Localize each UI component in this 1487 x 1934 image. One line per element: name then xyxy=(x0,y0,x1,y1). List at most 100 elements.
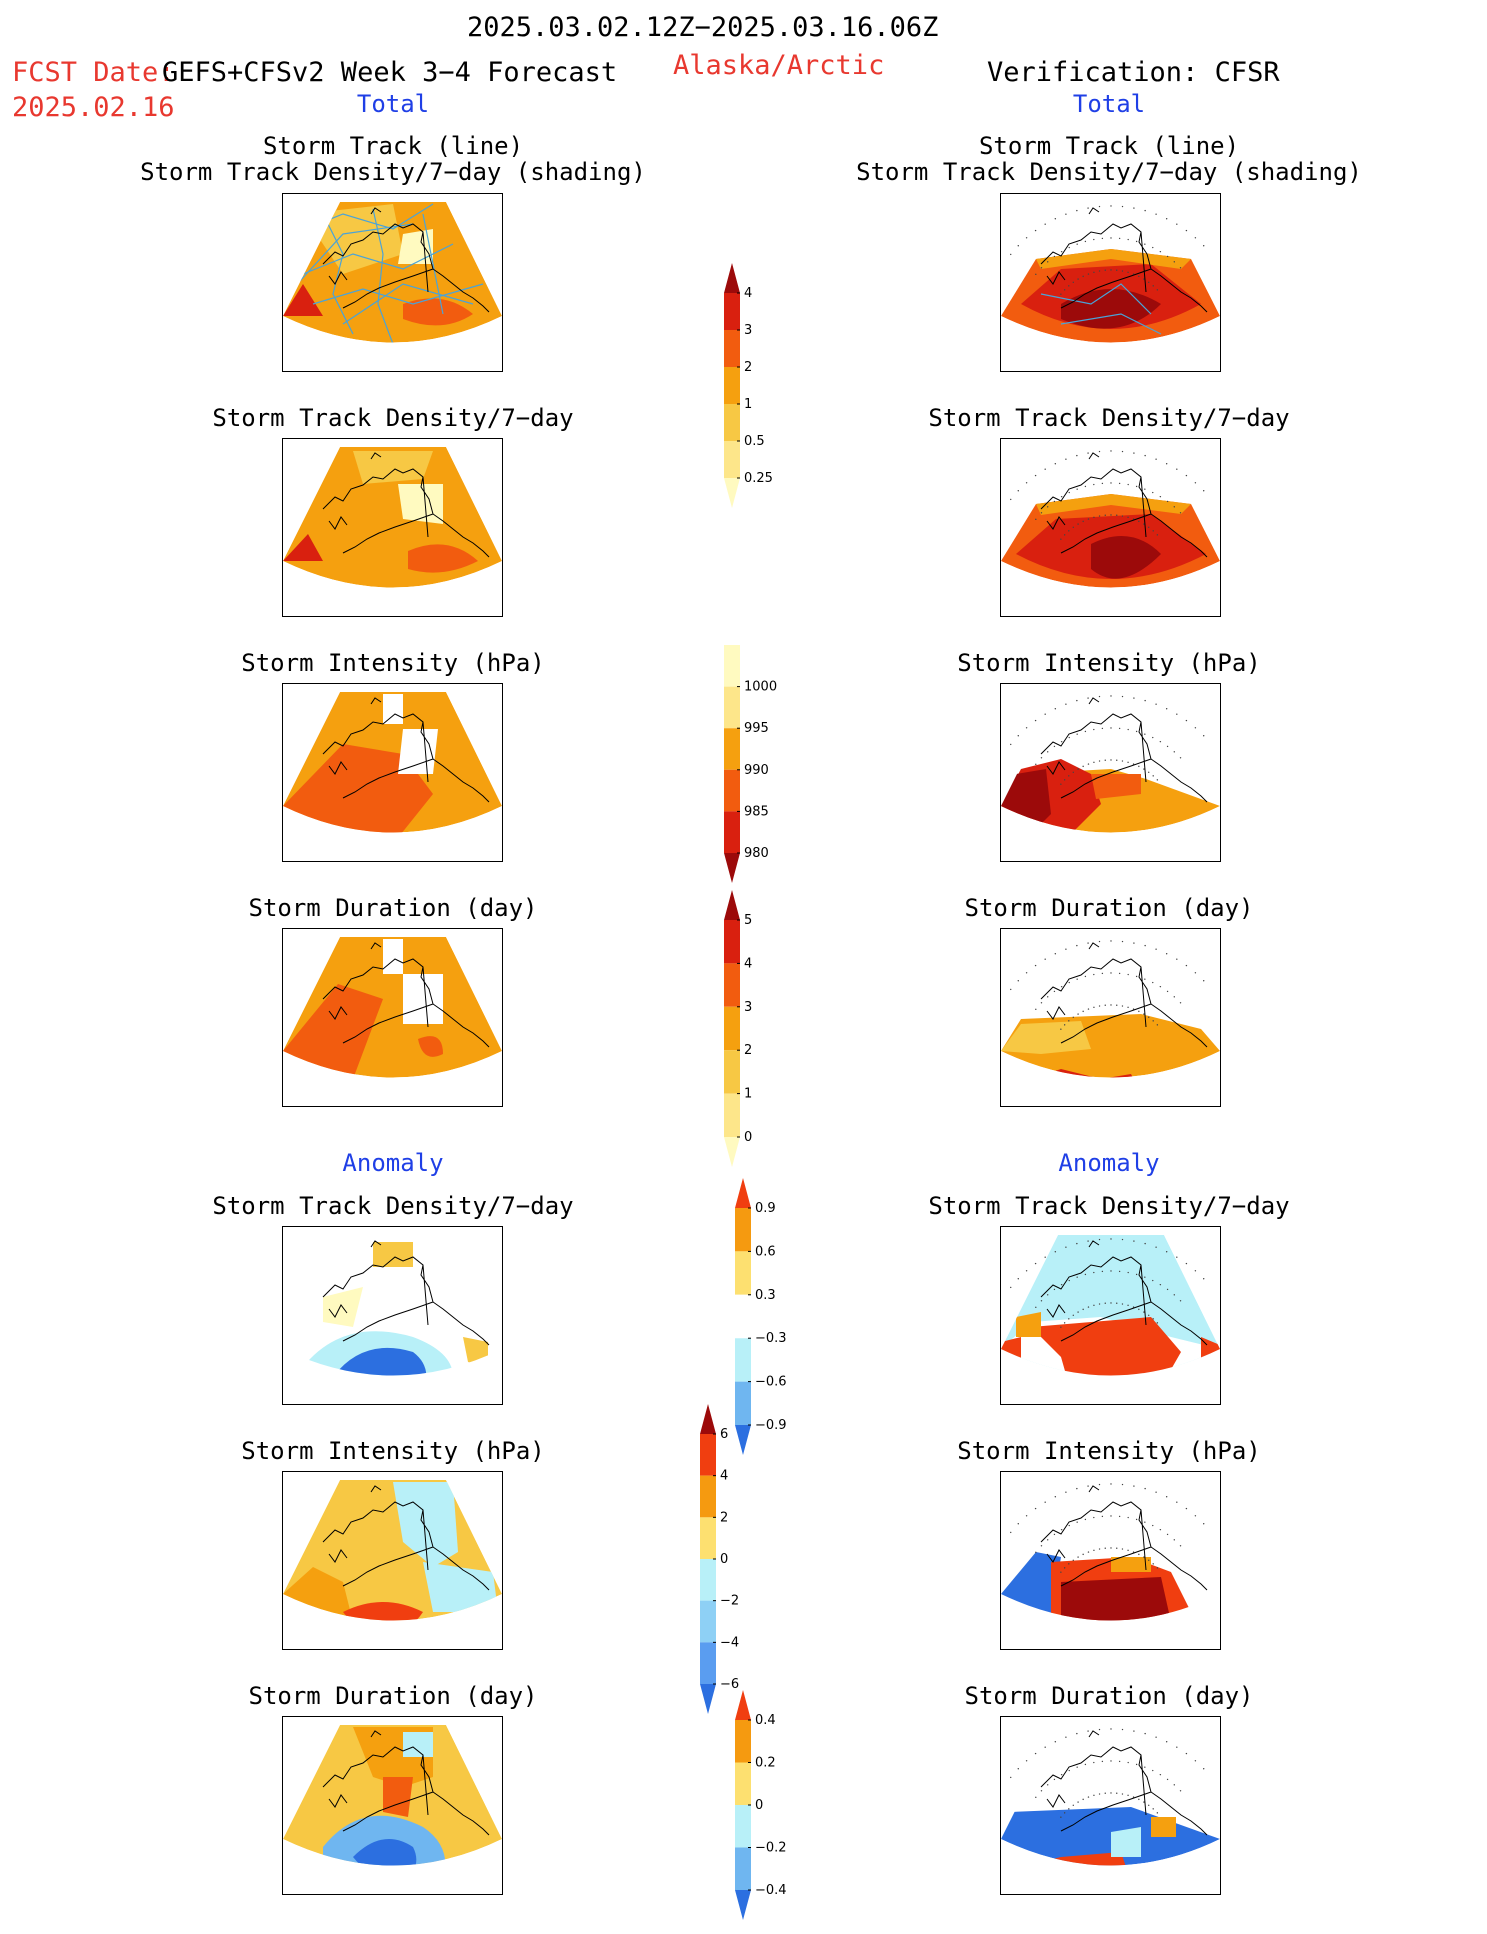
colorbar-duration-anomaly: 0.4 0.2 0 −0.2 −0.4 xyxy=(735,1690,795,1934)
fcst-date-label: FCST Date: xyxy=(12,57,175,88)
colorbar-tick-label: 0.5 xyxy=(744,434,765,449)
colorbar-tick-label: 2 xyxy=(744,1043,752,1058)
map-intensity-anomaly-verification xyxy=(1000,1471,1221,1650)
title-density-right: Storm Track Density/7−day xyxy=(928,404,1290,432)
coastline xyxy=(1040,452,1208,558)
title-duration-left: Storm Duration (day) xyxy=(248,894,538,922)
colorbar-segment xyxy=(700,1517,716,1559)
map-track-verification xyxy=(1000,193,1221,372)
colorbar-tick-label: −0.3 xyxy=(755,1331,787,1346)
colorbar-segment xyxy=(724,263,740,293)
coastline xyxy=(1040,1240,1208,1346)
title-track-shading-left: Storm Track Density/7−day (shading) xyxy=(140,158,646,186)
colorbar-tick-label: 995 xyxy=(744,721,769,736)
title-density-anom-right: Storm Track Density/7−day xyxy=(928,1192,1290,1220)
map-duration-anomaly-verification xyxy=(1000,1716,1221,1895)
colorbar-tick-label: 3 xyxy=(744,1000,752,1015)
map-intensity-forecast xyxy=(282,683,503,862)
colorbar-tick-label: 990 xyxy=(744,763,769,778)
colorbar-segment xyxy=(724,769,740,812)
anomaly-label-right: Anomaly xyxy=(1058,1149,1160,1177)
title-track-line-left: Storm Track (line) xyxy=(262,132,524,160)
coastline xyxy=(1040,1730,1208,1836)
coastline xyxy=(322,1730,490,1836)
colorbar-segment xyxy=(735,1690,751,1720)
colorbar-tick-label: 0.25 xyxy=(744,471,773,486)
coastline xyxy=(322,1485,490,1591)
colorbar-segment xyxy=(724,293,740,330)
colorbar-segment xyxy=(700,1642,716,1684)
colorbar-tick-label: −4 xyxy=(720,1635,739,1650)
colorbar-segment xyxy=(735,1178,751,1208)
colorbar-segment xyxy=(735,1251,751,1295)
title-duration-anom-left: Storm Duration (day) xyxy=(248,1682,538,1710)
colorbar-segment xyxy=(724,1093,740,1137)
coastline xyxy=(322,942,490,1048)
map-density-verification xyxy=(1000,438,1221,617)
map-intensity-verification xyxy=(1000,683,1221,862)
map-intensity-anomaly-forecast xyxy=(282,1471,503,1650)
title-intensity-right: Storm Intensity (hPa) xyxy=(957,649,1261,677)
region-label: Alaska/Arctic xyxy=(673,50,885,81)
total-label-left: Total xyxy=(356,90,430,118)
colorbar-segment xyxy=(724,728,740,770)
coastline xyxy=(1040,942,1208,1048)
colorbar-tick-label: −0.4 xyxy=(755,1883,787,1898)
colorbar-tick-label: 3 xyxy=(744,323,752,338)
title-track-shading-right: Storm Track Density/7−day (shading) xyxy=(856,158,1362,186)
colorbar-segment xyxy=(735,1720,751,1763)
coastline xyxy=(322,697,490,803)
colorbar-segment xyxy=(724,853,740,883)
colorbar-segment xyxy=(735,1208,751,1252)
title-density-left: Storm Track Density/7−day xyxy=(212,404,574,432)
colorbar-tick-label: 1000 xyxy=(744,680,777,695)
map-density-forecast xyxy=(282,438,503,617)
colorbar-tick-label: 1 xyxy=(744,397,752,412)
map-duration-forecast xyxy=(282,928,503,1107)
colorbar-tick-label: 985 xyxy=(744,804,769,819)
colorbar-segment xyxy=(724,1006,740,1051)
colorbar-segment xyxy=(735,1381,751,1425)
coastline xyxy=(322,452,490,558)
colorbar-intensity-total: 1000 995 990 985 980 xyxy=(724,645,784,897)
colorbar-tick-label: 0.4 xyxy=(755,1713,776,1728)
colorbar-segment xyxy=(700,1475,716,1518)
colorbar-segment xyxy=(724,441,740,478)
colorbar-segment xyxy=(724,920,740,964)
colorbar-density-anomaly: 0.9 0.6 0.3 −0.3 −0.6 −0.9 xyxy=(735,1178,795,1469)
colorbar-segment xyxy=(700,1600,716,1643)
colorbar-tick-label: −6 xyxy=(720,1677,739,1692)
valid-period: 2025.03.02.12Z−2025.03.16.06Z xyxy=(467,12,939,43)
colorbar-segment xyxy=(735,1762,751,1805)
colorbar-segment xyxy=(724,963,740,1007)
coastline xyxy=(322,207,490,313)
colorbar-tick-label: 0 xyxy=(720,1552,728,1567)
anomaly-label-left: Anomaly xyxy=(342,1149,444,1177)
colorbar-tick-label: −0.9 xyxy=(755,1418,787,1433)
colorbar-tick-label: −0.2 xyxy=(755,1841,787,1856)
colorbar-tick-label: 0.6 xyxy=(755,1244,776,1259)
fcst-date-value: 2025.02.16 xyxy=(12,92,175,123)
colorbar-tick-label: 2 xyxy=(720,1510,728,1525)
colorbar-segment xyxy=(700,1404,716,1434)
title-intensity-anom-right: Storm Intensity (hPa) xyxy=(957,1437,1261,1465)
colorbar-tick-label: 4 xyxy=(720,1469,728,1484)
colorbar-segment xyxy=(735,1847,751,1890)
colorbar-tick-label: 1 xyxy=(744,1087,752,1102)
colorbar-intensity-anomaly: 6 4 2 0 −2 −4 −6 xyxy=(700,1404,760,1728)
colorbar-tick-label: 4 xyxy=(744,286,752,301)
colorbar-tick-label: 0.9 xyxy=(755,1201,776,1216)
colorbar-segment xyxy=(724,367,740,404)
title-intensity-anom-left: Storm Intensity (hPa) xyxy=(241,1437,545,1465)
colorbar-segment xyxy=(735,1890,751,1920)
map-duration-verification xyxy=(1000,928,1221,1107)
colorbar-segment xyxy=(724,811,740,853)
colorbar-segment xyxy=(724,478,740,508)
colorbar-tick-label: −0.6 xyxy=(755,1375,787,1390)
colorbar-tick-label: 2 xyxy=(744,360,752,375)
colorbar-tick-label: 5 xyxy=(744,913,752,928)
map-density-anomaly-forecast xyxy=(282,1226,503,1405)
colorbar-segment xyxy=(724,1137,740,1167)
title-duration-anom-right: Storm Duration (day) xyxy=(964,1682,1254,1710)
colorbar-segment xyxy=(724,645,740,687)
